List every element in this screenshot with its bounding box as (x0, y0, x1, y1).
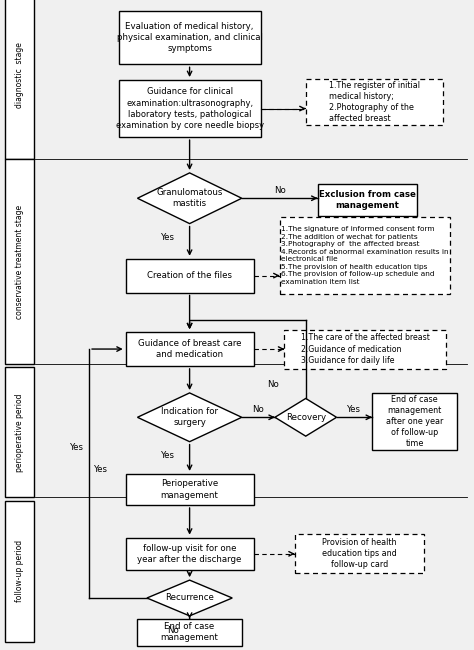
Text: 1.The signature of informed consent form
2.The addition of wechat for patients
3: 1.The signature of informed consent form… (281, 226, 449, 285)
Text: conservative treatment stage: conservative treatment stage (15, 205, 24, 318)
Text: Yes: Yes (94, 465, 108, 474)
FancyBboxPatch shape (280, 217, 450, 294)
Text: Evaluation of medical history,
physical examination, and clinical
symptoms: Evaluation of medical history, physical … (117, 22, 263, 53)
Text: Guidance for clinical
examination:ultrasonography,
laboratory tests, pathologica: Guidance for clinical examination:ultras… (116, 87, 264, 130)
Text: Perioperative
management: Perioperative management (161, 480, 219, 499)
Text: No: No (167, 626, 179, 634)
Text: Creation of the files: Creation of the files (147, 271, 232, 280)
FancyBboxPatch shape (306, 79, 443, 125)
Text: Granulomatous
mastitis: Granulomatous mastitis (156, 188, 223, 208)
FancyBboxPatch shape (118, 80, 261, 137)
Polygon shape (275, 398, 337, 436)
Text: End of case
management: End of case management (161, 623, 219, 642)
Text: No: No (274, 186, 285, 195)
Text: Recurrence: Recurrence (165, 593, 214, 603)
Text: End of case
management
after one year
of follow-up
time: End of case management after one year of… (386, 395, 444, 448)
Polygon shape (137, 173, 242, 224)
FancyBboxPatch shape (318, 184, 417, 216)
Text: Guidance of breast care
and medication: Guidance of breast care and medication (138, 339, 241, 359)
Text: follow-up period: follow-up period (15, 540, 24, 603)
Text: 1.The register of initial
medical history;
2.Photography of the
affected breast: 1.The register of initial medical histor… (329, 81, 420, 124)
Text: Yes: Yes (161, 233, 175, 242)
FancyBboxPatch shape (126, 259, 254, 292)
Text: Yes: Yes (161, 452, 175, 460)
FancyBboxPatch shape (284, 330, 446, 369)
Text: Indication for
surgery: Indication for surgery (161, 408, 218, 427)
Text: No: No (267, 380, 278, 389)
Text: diagnostic  stage: diagnostic stage (15, 42, 24, 109)
FancyBboxPatch shape (126, 538, 254, 570)
FancyBboxPatch shape (5, 0, 34, 159)
FancyBboxPatch shape (126, 332, 254, 366)
FancyBboxPatch shape (372, 393, 457, 450)
FancyBboxPatch shape (5, 367, 34, 497)
Text: Provision of health
education tips and
follow-up card: Provision of health education tips and f… (322, 538, 397, 569)
FancyBboxPatch shape (118, 11, 261, 64)
Polygon shape (147, 580, 232, 616)
Text: follow-up visit for one
year after the discharge: follow-up visit for one year after the d… (137, 544, 242, 564)
FancyBboxPatch shape (5, 159, 34, 364)
Text: Recovery: Recovery (286, 413, 326, 422)
Polygon shape (137, 393, 242, 442)
Text: Yes: Yes (347, 405, 361, 414)
FancyBboxPatch shape (295, 534, 424, 573)
Text: No: No (253, 405, 264, 414)
FancyBboxPatch shape (5, 500, 34, 642)
Text: 1.The care of the affected breast
2.Guidance of medication
3.Guidance for daily : 1.The care of the affected breast 2.Guid… (301, 333, 429, 365)
FancyBboxPatch shape (126, 474, 254, 505)
Text: perioperative period: perioperative period (15, 393, 24, 471)
Text: Yes: Yes (70, 443, 84, 452)
FancyBboxPatch shape (137, 619, 242, 646)
Text: Exclusion from case
management: Exclusion from case management (319, 190, 416, 210)
